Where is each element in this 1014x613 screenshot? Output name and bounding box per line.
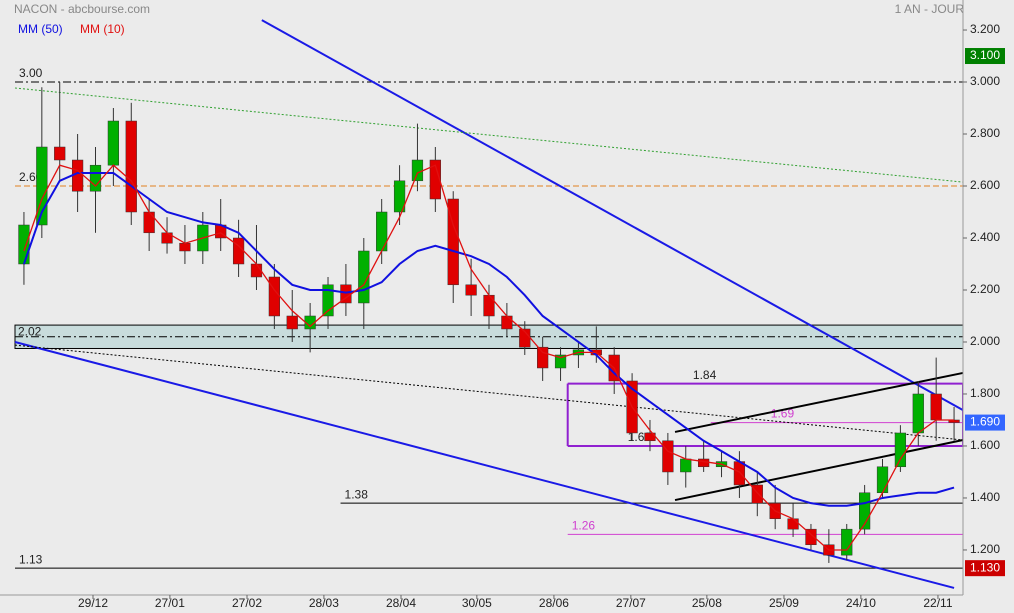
candle-body xyxy=(18,224,30,265)
y-tick-label: 1.400 xyxy=(970,490,1000,504)
candle-body xyxy=(286,315,298,330)
x-tick-label: 25/08 xyxy=(692,596,722,610)
trend-line xyxy=(674,439,964,502)
candle-body xyxy=(894,432,907,468)
legend-entry: MM (10) xyxy=(80,22,125,36)
ma-line xyxy=(23,164,955,551)
trend-line xyxy=(14,341,955,589)
candle-body xyxy=(268,276,280,317)
x-tick-label: 30/05 xyxy=(462,596,492,610)
trend-line xyxy=(674,371,964,433)
candle-body xyxy=(805,528,817,546)
y-tick-label: 3.200 xyxy=(970,22,1000,36)
candle-body xyxy=(89,164,102,192)
legend-entry: MM (50) xyxy=(18,22,63,36)
price-badge-label: 1.690 xyxy=(970,415,1000,429)
x-tick-label: 29/12 xyxy=(78,596,108,610)
trend-line xyxy=(14,87,964,183)
candle-body xyxy=(393,180,406,213)
price-badge-label: 3.100 xyxy=(970,48,1000,62)
y-tick-label: 2.800 xyxy=(970,126,1000,140)
y-tick-label: 2.200 xyxy=(970,282,1000,296)
level-label: 1.26 xyxy=(572,519,596,533)
candle-body xyxy=(179,242,191,252)
x-tick-label: 27/02 xyxy=(232,596,262,610)
y-tick-label: 1.200 xyxy=(970,542,1000,556)
price-badge xyxy=(965,414,1005,431)
candle-body xyxy=(125,120,137,213)
price-badge xyxy=(965,560,1005,577)
axis-panel xyxy=(963,0,1014,613)
candle-body xyxy=(54,146,66,161)
y-tick-label: 1.800 xyxy=(970,386,1000,400)
x-tick-label: 27/01 xyxy=(155,596,185,610)
candle-body xyxy=(232,237,245,265)
x-tick-label: 28/06 xyxy=(539,596,569,610)
y-tick-label: 3.000 xyxy=(970,74,1000,88)
candle-body xyxy=(859,492,871,530)
candle-body xyxy=(930,393,942,421)
candle-body xyxy=(841,528,853,556)
y-tick-label: 2.000 xyxy=(970,334,1000,348)
candle-body xyxy=(36,146,48,226)
candle-body xyxy=(143,211,155,234)
candle-body xyxy=(322,284,334,317)
candle-body xyxy=(447,198,459,286)
x-tick-label: 22/11 xyxy=(923,596,952,610)
candle-body xyxy=(483,294,495,317)
trend-line xyxy=(14,344,964,441)
candle-body xyxy=(537,346,549,369)
y-tick-label: 1.600 xyxy=(970,438,1000,452)
trend-line xyxy=(261,19,964,411)
candle-body xyxy=(751,484,763,504)
candle-body xyxy=(698,458,710,468)
candle-body xyxy=(465,284,477,296)
x-tick-label: 28/04 xyxy=(386,596,416,610)
chart-subtitle: 1 AN - JOUR xyxy=(895,2,965,16)
price-badge-label: 1.130 xyxy=(970,560,1000,574)
candle-body xyxy=(429,159,441,200)
candle-body xyxy=(358,250,370,304)
candle-body xyxy=(107,120,119,166)
y-tick-label: 2.400 xyxy=(970,230,1000,244)
x-tick-label: 24/10 xyxy=(846,596,876,610)
candle-body xyxy=(554,354,567,369)
level-label: 1.84 xyxy=(693,368,717,382)
x-tick-label: 27/07 xyxy=(616,596,646,610)
level-label: 1.13 xyxy=(19,552,43,566)
zone-label: 2.02 xyxy=(18,324,42,338)
chart-title: NACON - abcbourse.com xyxy=(14,2,150,16)
ma-line xyxy=(22,172,955,507)
candle-body xyxy=(662,440,674,473)
x-tick-label: 28/03 xyxy=(309,596,339,610)
candle-body xyxy=(501,315,513,330)
level-label: 1.38 xyxy=(345,487,369,501)
level-label: 3.00 xyxy=(19,66,43,80)
candle-body xyxy=(411,159,424,182)
candle-body xyxy=(680,458,692,473)
candle-body xyxy=(787,518,799,530)
candle-body xyxy=(876,466,889,494)
x-tick-label: 25/09 xyxy=(769,596,799,610)
y-tick-label: 2.600 xyxy=(970,178,1000,192)
candle-body xyxy=(912,393,924,434)
price-badge xyxy=(965,48,1005,65)
candle-body xyxy=(733,461,746,486)
